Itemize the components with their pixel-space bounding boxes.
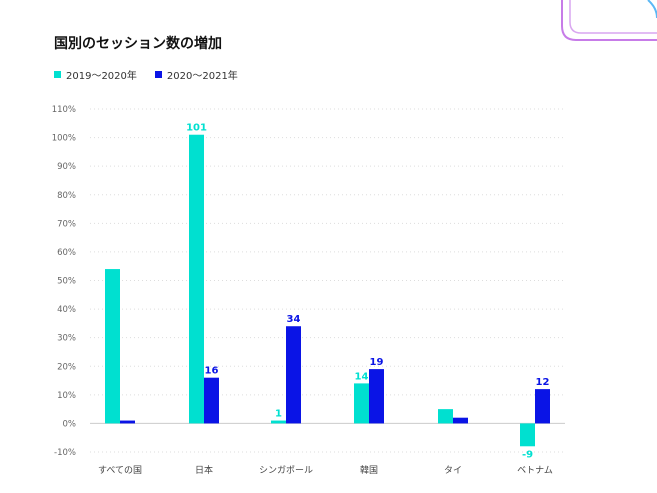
x-tick-label: シンガポール	[259, 465, 313, 476]
bar-2	[204, 377, 219, 424]
bar-1	[105, 269, 120, 424]
bar-1	[520, 423, 535, 447]
chart-title: 国別のセッション数の増加	[54, 36, 222, 52]
x-tick-label: タイ	[444, 465, 462, 476]
bar-2	[369, 369, 384, 424]
bar-2	[535, 389, 550, 424]
legend-item-series-1: 2019～2020年	[54, 67, 137, 82]
y-tick-label: 80%	[57, 191, 76, 201]
legend-label-series-1: 2019～2020年	[66, 71, 137, 82]
data-label: -9	[522, 449, 533, 460]
y-tick-label: -10%	[54, 448, 76, 458]
data-label: 16	[205, 366, 219, 377]
y-tick-label: 30%	[57, 334, 76, 344]
y-tick-label: 20%	[57, 362, 76, 372]
y-tick-label: 100%	[52, 134, 76, 144]
data-label: 12	[536, 377, 550, 388]
legend-item-series-2: 2020～2021年	[154, 67, 238, 82]
bar-2	[120, 420, 135, 424]
y-tick-label: 0%	[63, 419, 77, 429]
bar-1	[354, 383, 369, 424]
x-tick-label: 韓国	[360, 465, 378, 476]
legend-swatch-series-1	[54, 71, 61, 78]
y-tick-label: 90%	[57, 162, 76, 172]
data-label: 34	[287, 314, 301, 325]
legend-label-series-2: 2020～2021年	[166, 71, 238, 82]
x-tick-label: ベトナム	[517, 465, 553, 476]
bar-1	[271, 420, 286, 424]
chart-legend: 2019～2020年 2020～2021年	[54, 67, 238, 82]
y-tick-label: 110%	[52, 105, 76, 115]
bar-1	[438, 409, 453, 424]
bar-2	[286, 326, 301, 424]
y-tick-label: 70%	[57, 219, 76, 229]
data-label: 101	[186, 123, 207, 134]
x-tick-label: すべての国	[98, 465, 142, 476]
y-tick-label: 40%	[57, 305, 76, 315]
data-label: 1	[275, 409, 282, 420]
bar-1	[189, 134, 204, 424]
y-tick-label: 50%	[57, 277, 76, 287]
legend-swatch-series-2	[154, 71, 162, 78]
bar-2	[453, 417, 468, 424]
data-label: 19	[370, 357, 384, 368]
x-tick-label: 日本	[195, 464, 213, 476]
data-label: 14	[355, 371, 369, 382]
y-tick-label: 60%	[57, 248, 76, 258]
y-tick-label: 10%	[57, 391, 76, 401]
